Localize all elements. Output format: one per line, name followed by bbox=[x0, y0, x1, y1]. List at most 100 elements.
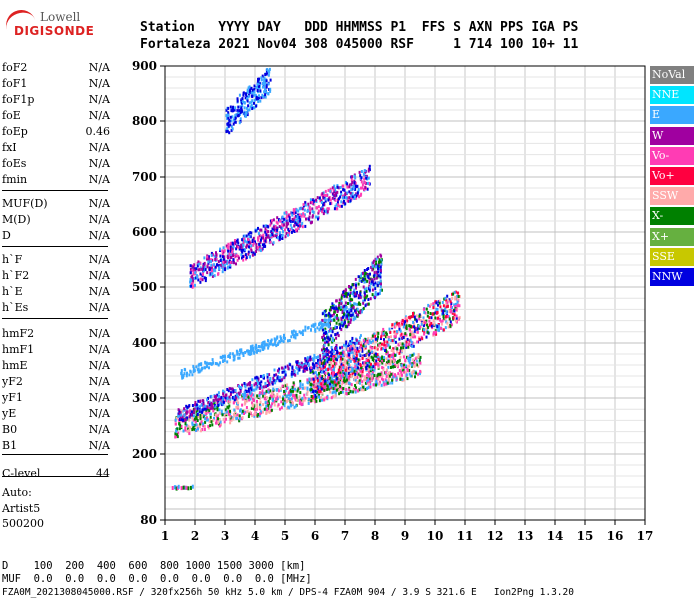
echo-point bbox=[449, 324, 452, 328]
echo-point bbox=[201, 413, 203, 417]
echo-point bbox=[368, 363, 371, 367]
echo-point bbox=[333, 366, 336, 370]
echo-point bbox=[448, 298, 451, 302]
echo-point bbox=[327, 384, 330, 388]
echo-point bbox=[376, 272, 379, 276]
echo-point bbox=[206, 407, 209, 411]
echo-point bbox=[206, 405, 209, 409]
echo-point bbox=[227, 410, 230, 414]
echo-point bbox=[337, 306, 340, 310]
echo-point bbox=[257, 226, 259, 230]
echo-point bbox=[228, 353, 231, 357]
echo-point bbox=[223, 400, 225, 404]
echo-point bbox=[350, 197, 353, 201]
echo-point bbox=[279, 395, 281, 399]
echo-point bbox=[230, 125, 233, 129]
echo-point bbox=[282, 230, 284, 234]
echo-point bbox=[329, 305, 332, 309]
echo-point bbox=[341, 390, 344, 394]
echo-point bbox=[393, 330, 396, 334]
echo-point bbox=[264, 401, 267, 405]
echo-point bbox=[429, 312, 432, 315]
echo-point bbox=[190, 275, 193, 279]
echo-point bbox=[325, 347, 328, 351]
y-tick-label: 400 bbox=[132, 336, 157, 350]
echo-point bbox=[353, 294, 356, 298]
x-tick-label: 5 bbox=[281, 529, 289, 543]
echo-point bbox=[211, 274, 214, 278]
echo-point bbox=[453, 313, 456, 317]
echo-point bbox=[379, 342, 382, 346]
echo-point bbox=[181, 374, 184, 378]
echo-point bbox=[253, 88, 256, 91]
echo-point bbox=[250, 100, 253, 104]
echo-point bbox=[285, 210, 288, 214]
echo-point bbox=[343, 320, 346, 324]
echo-point bbox=[405, 327, 408, 331]
echo-point bbox=[276, 369, 279, 373]
echo-point bbox=[433, 322, 436, 326]
echo-point bbox=[450, 302, 453, 305]
param-row: foF1 N/A bbox=[2, 76, 110, 92]
echo-point bbox=[207, 260, 210, 264]
echo-point bbox=[252, 347, 254, 350]
echo-point bbox=[211, 402, 213, 406]
echo-point bbox=[291, 219, 294, 223]
x-tick-label: 7 bbox=[341, 529, 349, 543]
echo-point bbox=[312, 324, 315, 328]
echo-point bbox=[265, 79, 268, 83]
echo-point bbox=[207, 257, 210, 261]
echo-point bbox=[272, 241, 275, 245]
echo-point bbox=[231, 352, 234, 356]
param-value: N/A bbox=[88, 77, 110, 90]
echo-point bbox=[230, 109, 233, 113]
echo-point bbox=[228, 119, 231, 123]
echo-point bbox=[423, 328, 426, 332]
echo-point bbox=[384, 335, 387, 339]
echo-point bbox=[211, 269, 213, 273]
echo-point bbox=[185, 404, 188, 408]
echo-point bbox=[338, 304, 340, 308]
echo-point bbox=[314, 394, 317, 397]
echo-point bbox=[335, 354, 338, 358]
echo-point bbox=[210, 263, 213, 267]
echo-point bbox=[338, 392, 341, 396]
echo-point bbox=[434, 316, 437, 320]
echo-point bbox=[220, 356, 223, 360]
echo-point bbox=[336, 382, 339, 386]
echo-point bbox=[331, 302, 334, 306]
echo-point bbox=[227, 406, 230, 410]
echo-point bbox=[335, 325, 338, 329]
y-tick-label: 500 bbox=[132, 280, 157, 294]
echo-point bbox=[254, 240, 256, 244]
echo-point bbox=[280, 235, 283, 239]
echo-point bbox=[272, 376, 275, 380]
echo-point bbox=[266, 373, 269, 376]
echo-point bbox=[312, 210, 315, 214]
echo-point bbox=[218, 267, 220, 271]
echo-point bbox=[454, 297, 457, 301]
echo-point bbox=[192, 370, 195, 374]
echo-point bbox=[329, 382, 331, 386]
echo-point bbox=[255, 95, 258, 99]
echo-point bbox=[291, 212, 294, 215]
echo-point bbox=[223, 413, 226, 417]
echo-point bbox=[449, 300, 452, 304]
echo-point bbox=[345, 374, 348, 378]
echo-point bbox=[322, 379, 325, 383]
echo-point bbox=[307, 326, 310, 330]
echo-point bbox=[348, 375, 350, 379]
echo-point bbox=[363, 347, 366, 351]
echo-point bbox=[285, 232, 288, 235]
echo-point bbox=[264, 73, 267, 76]
echo-point bbox=[440, 326, 443, 330]
echo-point bbox=[398, 351, 401, 355]
echo-point bbox=[184, 426, 187, 430]
echo-point bbox=[352, 187, 355, 191]
echo-point bbox=[387, 377, 390, 381]
echo-point bbox=[195, 410, 198, 414]
echo-point bbox=[404, 359, 407, 363]
echo-point bbox=[375, 376, 378, 380]
echo-point bbox=[371, 346, 374, 350]
echo-point bbox=[216, 401, 219, 405]
